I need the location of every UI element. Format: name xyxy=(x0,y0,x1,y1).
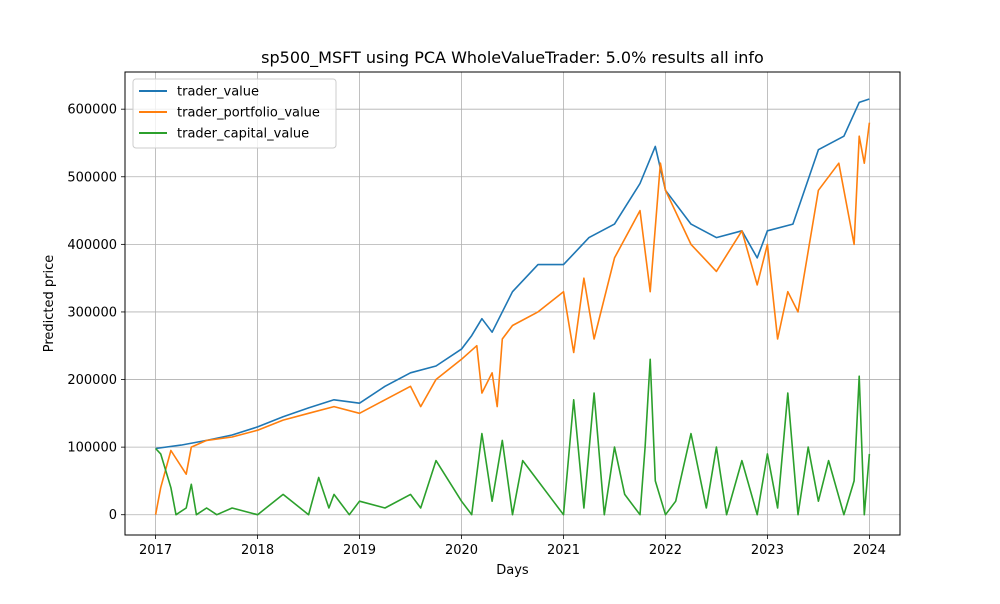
y-tick-label: 300000 xyxy=(67,305,117,320)
legend: trader_value trader_portfolio_valuetrader… xyxy=(132,78,337,149)
x-tick-label: 2023 xyxy=(751,543,784,558)
series-line-trader-portfolio-value xyxy=(154,122,871,515)
y-tick-label: 200000 xyxy=(67,373,117,388)
chart-title: sp500_MSFT using PCA WholeValueTrader: 5… xyxy=(261,48,764,68)
series-layer xyxy=(154,98,871,516)
y-tick-label: 600000 xyxy=(67,103,117,118)
legend-box xyxy=(132,78,337,149)
x-tick-label: 2018 xyxy=(241,543,274,558)
axes-ticks: 2017 2018 2019 2020 2021 2022 2023 2024 0 100000 2… xyxy=(67,103,886,558)
y-axis-title: Predicted price xyxy=(42,255,57,353)
x-tick-label: 2022 xyxy=(649,543,682,558)
y-tick-label: 400000 xyxy=(67,238,117,253)
series-line-trader-value xyxy=(155,98,870,450)
x-tick-label: 2017 xyxy=(139,543,172,558)
legend-label-trader-portfolio-value: trader_portfolio_value xyxy=(177,106,320,121)
x-tick-label: 2024 xyxy=(853,543,886,558)
y-tick-label: 0 xyxy=(109,508,117,523)
x-tick-label: 2019 xyxy=(343,543,376,558)
x-tick-label: 2020 xyxy=(445,543,478,558)
x-axis-title: Days xyxy=(496,563,529,578)
legend-label-trader-value: trader_value xyxy=(177,85,259,100)
legend-label-trader-capital-value: trader_capital_value xyxy=(177,127,309,142)
y-tick-label: 500000 xyxy=(67,170,117,185)
y-tick-label: 100000 xyxy=(67,441,117,456)
grid xyxy=(125,72,900,535)
plot-frame xyxy=(124,71,901,536)
series-line-trader-capital-value xyxy=(155,358,871,516)
x-tick-label: 2021 xyxy=(547,543,580,558)
